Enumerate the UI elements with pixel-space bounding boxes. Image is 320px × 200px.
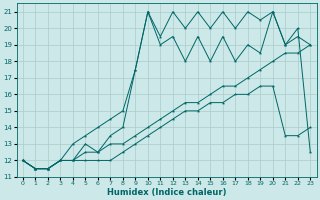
X-axis label: Humidex (Indice chaleur): Humidex (Indice chaleur) — [107, 188, 226, 197]
